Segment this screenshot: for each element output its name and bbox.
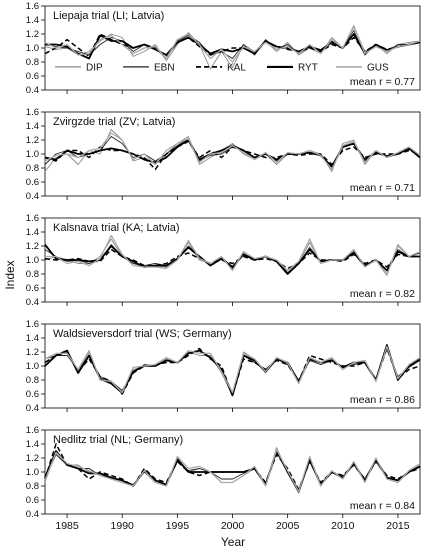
x-tick-label: 1990 (111, 520, 135, 532)
panel-title: Liepaja trial (LI; Latvia) (53, 10, 164, 22)
y-tick-label: 1.0 (26, 149, 39, 160)
y-tick-label: 1.0 (26, 255, 39, 266)
x-tick-label: 1995 (166, 520, 190, 532)
y-tick-label: 1.6 (26, 1, 39, 12)
x-tick-label: 2010 (331, 520, 355, 532)
y-tick-label: 0.8 (26, 375, 39, 386)
x-tick-label: 1985 (55, 520, 79, 532)
y-tick-label: 1.4 (26, 15, 39, 26)
panel-title: Kalsnava trial (KA; Latvia) (53, 222, 180, 234)
series-line-ryt (44, 244, 420, 275)
series-line-ryt (44, 344, 421, 397)
series-line-dip (44, 344, 421, 395)
series-line-ryt (44, 450, 421, 493)
x-tick-label: 2000 (221, 520, 245, 532)
y-tick-label: 0.6 (26, 177, 39, 188)
y-tick-label: 1.0 (26, 361, 39, 372)
series-line-gus (44, 24, 421, 63)
y-tick-label: 0.4 (26, 509, 39, 520)
y-tick-label: 1.0 (26, 43, 39, 54)
series-line-ebn (44, 348, 421, 394)
legend: DIP EBN KAL RYT GUS (55, 62, 389, 73)
y-tick-label: 0.4 (26, 297, 39, 308)
y-tick-label: 1.4 (26, 333, 39, 344)
y-tick-label: 1.6 (26, 213, 39, 224)
y-tick-label: 1.4 (26, 439, 39, 450)
legend-label-ebn: EBN (154, 62, 175, 73)
y-tick-label: 0.8 (26, 57, 39, 68)
y-tick-label: 0.4 (26, 191, 39, 202)
panel-title: Waldsieversdorf trial (WS; Germany) (53, 328, 232, 340)
mean-r-annotation: mean r = 0.71 (350, 182, 415, 194)
series-line-kal (44, 347, 421, 397)
y-tick-label: 0.8 (26, 269, 39, 280)
panels: 0.4 0.6 0.8 1.0 1.2 1.4 1.6 Liepaja trial (LI; … (26, 1, 421, 532)
series-line-dip (44, 447, 421, 494)
y-tick-label: 0.6 (26, 495, 39, 506)
series-line-gus (44, 345, 421, 394)
panel-title: Nedlitz trial (NL; Germany) (53, 434, 183, 446)
series-line-gus (44, 448, 421, 493)
panel-5: 0.4 0.6 0.8 1.0 1.2 1.4 1.6 1985 1990 1995 2000 200… (26, 425, 421, 532)
y-tick-label: 1.2 (26, 347, 39, 358)
y-tick-label: 0.8 (26, 163, 39, 174)
y-tick-label: 0.6 (26, 71, 39, 82)
legend-label-dip: DIP (86, 62, 103, 73)
y-tick-label: 0.4 (26, 85, 39, 96)
panel-4: 0.4 0.6 0.8 1.0 1.2 1.4 1.6 Waldsieversdorf tri… (26, 319, 421, 414)
y-tick-label: 1.2 (26, 29, 39, 40)
panel-1: 0.4 0.6 0.8 1.0 1.2 1.4 1.6 Liepaja trial (LI; … (26, 1, 421, 96)
x-axis-label: Year (221, 535, 245, 549)
y-tick-label: 0.6 (26, 389, 39, 400)
panel-3: 0.4 0.6 0.8 1.0 1.2 1.4 1.6 Kalsnava trial (KA;… (26, 213, 421, 308)
mean-r-annotation: mean r = 0.77 (350, 76, 415, 88)
series-line-ebn (44, 450, 421, 490)
mean-r-annotation: mean r = 0.82 (350, 288, 415, 300)
y-tick-label: 1.4 (26, 121, 39, 132)
legend-label-gus: GUS (367, 62, 389, 73)
x-tick-label: 2015 (386, 520, 410, 532)
legend-label-kal: KAL (227, 62, 246, 73)
y-tick-label: 0.4 (26, 403, 39, 414)
mean-r-annotation: mean r = 0.86 (350, 394, 415, 406)
series-line-kal (44, 248, 420, 270)
series-line-gus (44, 132, 421, 171)
y-tick-label: 1.6 (26, 425, 39, 436)
panel-title: Zvirgzde trial (ZV; Latvia) (53, 116, 175, 128)
x-tick-label: 2005 (276, 520, 300, 532)
mean-r-annotation: mean r = 0.84 (350, 500, 415, 512)
y-axis-label: Index (3, 260, 17, 289)
y-tick-label: 1.6 (26, 319, 39, 330)
panel-2: 0.4 0.6 0.8 1.0 1.2 1.4 1.6 Zvirgzde trial (ZV;… (26, 107, 421, 202)
y-tick-label: 0.8 (26, 481, 39, 492)
y-tick-label: 1.0 (26, 467, 39, 478)
series-line-gus (45, 234, 421, 277)
y-tick-label: 1.2 (26, 453, 39, 464)
y-tick-label: 1.4 (26, 227, 39, 238)
y-tick-label: 1.2 (26, 241, 39, 252)
series-line-ryt (45, 33, 421, 60)
y-tick-label: 1.6 (26, 107, 39, 118)
y-tick-label: 1.2 (26, 135, 39, 146)
y-tick-label: 0.6 (26, 283, 39, 294)
legend-label-ryt: RYT (298, 62, 318, 73)
